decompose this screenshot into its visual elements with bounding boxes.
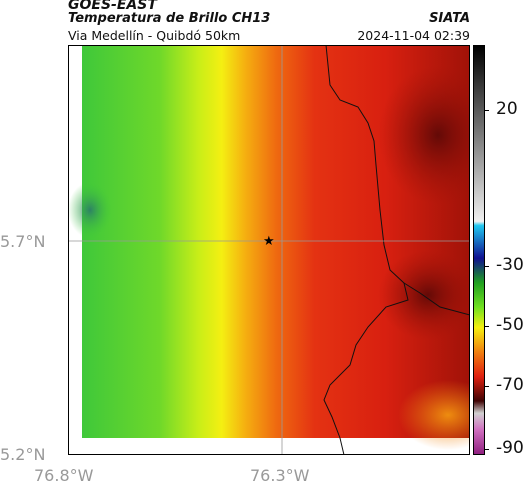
colorbar bbox=[473, 45, 485, 455]
product-title: Temperatura de Brillo CH13 bbox=[68, 11, 271, 26]
colorbar-label: -50 bbox=[496, 315, 524, 335]
colorbar-label: -70 bbox=[496, 375, 524, 395]
map-canvas: ★ bbox=[68, 45, 470, 455]
lat-tick-label: 5.2°N bbox=[0, 445, 46, 464]
map-panel[interactable]: ★ bbox=[68, 45, 470, 455]
route-label: Via Medellín - Quibdó 50km bbox=[68, 28, 241, 43]
agency-label: SIATA bbox=[429, 11, 470, 26]
colorbar-label: -30 bbox=[496, 255, 524, 275]
location-star-icon: ★ bbox=[263, 234, 275, 249]
colorbar-label: -90 bbox=[496, 438, 524, 458]
satellite-label: GOES-EAST bbox=[68, 0, 157, 13]
datetime-label: 2024-11-04 02:39 bbox=[357, 28, 470, 43]
lon-tick-label: 76.3°W bbox=[250, 466, 310, 485]
colorbar-label: 20 bbox=[496, 99, 518, 119]
lat-tick-label: 5.7°N bbox=[0, 232, 46, 251]
lon-tick-label: 76.8°W bbox=[34, 466, 94, 485]
